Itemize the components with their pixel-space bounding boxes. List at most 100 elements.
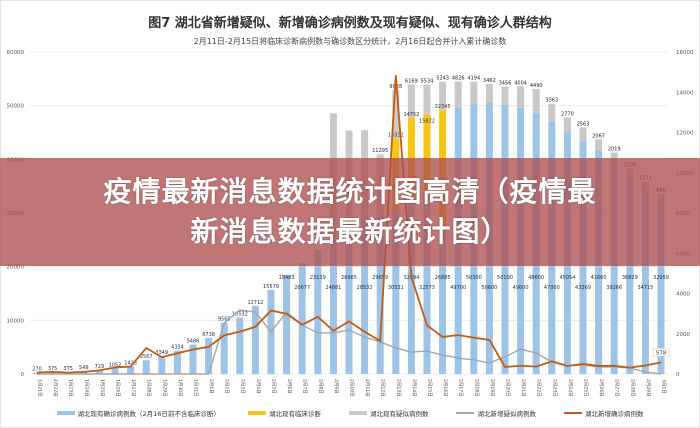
legend-item: 湖北新增疑似病例数 xyxy=(456,408,536,418)
data-label-confirmed: 49700 xyxy=(450,285,466,291)
data-label-suspected: 11295 xyxy=(372,148,388,154)
data-label-confirmed: 28532 xyxy=(357,285,373,291)
headline-banner: 疫情最新消息数据统计图高清（疫情最 新消息数据最新统计图） xyxy=(0,158,700,266)
data-label-confirmed: 23139 xyxy=(310,275,326,281)
bar-suspected xyxy=(563,117,571,133)
data-label-confirmed: 41660 xyxy=(591,275,607,281)
data-label-confirmed: 26965 xyxy=(341,275,357,281)
data-label-suspected: 2067 xyxy=(592,133,605,139)
legend-swatch xyxy=(56,411,75,415)
x-tick-label: 2月11日 xyxy=(364,379,370,397)
bar-confirmed xyxy=(189,344,197,374)
x-tick-label: 1月22日 xyxy=(52,379,58,397)
data-label-confirmed: 549 xyxy=(79,365,89,371)
bar-confirmed xyxy=(298,263,306,374)
x-tick-label: 2月4日 xyxy=(255,379,261,394)
bar-confirmed xyxy=(127,366,135,374)
bar-confirmed xyxy=(610,163,618,374)
data-label-confirmed: 3349 xyxy=(155,350,168,356)
legend-item: 湖北现有确诊病例数（2月16日前不含临床诊断） xyxy=(56,408,220,418)
x-tick-label: 2月19日 xyxy=(489,379,495,397)
banner-line-2: 新消息数据最新统计图） xyxy=(190,215,510,248)
data-label-suspected: 3462 xyxy=(483,78,496,84)
x-tick-label: 1月27日 xyxy=(130,379,136,397)
x-tick-label: 2月25日 xyxy=(583,379,589,397)
data-label-confirmed: 10532 xyxy=(232,311,248,317)
bar-confirmed xyxy=(329,240,337,374)
chart-subtitle: 2月11日-2月15日将临床诊断病例数与确诊数区分统计，2月16日起合并计入累计… xyxy=(193,37,507,46)
data-label-suspected: 2770 xyxy=(561,111,574,117)
data-label-confirmed: 375 xyxy=(48,366,58,372)
data-label-confirmed: 50100 xyxy=(497,275,513,281)
legend: 湖北现有确诊病例数（2月16日前不含临床诊断） 湖北现有临床诊断 湖北现有疑似病例数… xyxy=(0,408,700,418)
bar-confirmed xyxy=(439,229,447,374)
data-label-confirmed: 47000 xyxy=(544,285,560,291)
bar-confirmed xyxy=(283,274,291,374)
y-right-tick-label: 14000 xyxy=(676,90,694,96)
x-tick-label: 2月5日 xyxy=(271,379,277,394)
data-label-suspected: 4194 xyxy=(467,76,480,82)
bar-confirmed xyxy=(158,356,166,374)
bar-suspected xyxy=(548,103,556,122)
bar-clinical xyxy=(407,117,415,197)
legend-item: 湖北新增确诊病例数 xyxy=(563,408,644,418)
legend-item: 湖北现有临床诊断 xyxy=(247,408,321,418)
bar-confirmed xyxy=(49,371,57,374)
data-label-confirmed: 49600 xyxy=(513,285,529,291)
x-tick-label: 2月22日 xyxy=(536,379,542,397)
data-label-confirmed: 26885 xyxy=(435,275,451,281)
y-right-tick-label: 2000 xyxy=(676,332,690,338)
legend-label: 湖北现有确诊病例数（2月16日前不含临床诊断） xyxy=(77,410,220,418)
x-tick-label: 1月30日 xyxy=(177,379,183,397)
x-tick-label: 2月15日 xyxy=(427,379,433,397)
x-tick-label: 2月27日 xyxy=(614,379,620,397)
data-label-confirmed: 50300 xyxy=(466,275,482,281)
x-tick-label: 2月8日 xyxy=(317,379,323,394)
x-tick-label: 1月24日 xyxy=(83,379,89,397)
bar-suspected xyxy=(579,127,587,142)
data-label-clinical: 13332 xyxy=(388,133,404,139)
x-tick-label: 1月31日 xyxy=(193,379,199,397)
x-tick-label: 2月16日 xyxy=(442,379,448,397)
x-tick-label: 2月18日 xyxy=(473,379,479,397)
x-tick-label: 2月28日 xyxy=(629,379,635,397)
data-label-confirmed: 43369 xyxy=(575,285,591,291)
data-label-suspected: 4826 xyxy=(452,75,465,81)
y-right-tick-label: 0 xyxy=(676,372,680,378)
legend-swatch xyxy=(247,411,266,415)
data-label-confirmed: 48600 xyxy=(528,275,544,281)
y-left-tick-label: 10000 xyxy=(7,318,25,324)
data-label-suspected: 2563 xyxy=(577,121,590,127)
y-left-tick-label: 20000 xyxy=(7,265,25,271)
bar-suspected xyxy=(517,86,525,108)
bar-confirmed xyxy=(251,305,259,374)
bar-confirmed xyxy=(33,372,41,374)
x-tick-label: 2月20日 xyxy=(505,379,511,397)
legend-label: 湖北新增确诊病例数 xyxy=(584,410,644,418)
bar-confirmed xyxy=(205,337,213,374)
data-label-confirmed: 34715 xyxy=(637,285,653,291)
bar-confirmed xyxy=(220,322,228,374)
data-label-confirmed: 5486 xyxy=(187,339,200,345)
x-tick-label: 2月14日 xyxy=(411,379,417,397)
bar-suspected xyxy=(485,83,493,103)
x-tick-label: 2月7日 xyxy=(302,379,308,394)
bar-confirmed xyxy=(423,199,431,374)
data-label-confirmed: 9565 xyxy=(218,317,231,323)
data-label-new-confirmed: 578 xyxy=(656,350,667,356)
x-tick-label: 2月6日 xyxy=(286,379,292,394)
data-label-confirmed: 6738 xyxy=(202,332,215,338)
y-right-tick-label: 16000 xyxy=(676,50,694,56)
x-tick-label: 2月24日 xyxy=(567,379,573,397)
x-tick-label: 2月3日 xyxy=(239,379,245,394)
bar-suspected xyxy=(423,84,431,115)
bar-suspected xyxy=(610,152,618,164)
y-right-tick-label: 12000 xyxy=(676,131,694,137)
x-tick-label: 2月23日 xyxy=(551,379,557,397)
bar-confirmed xyxy=(111,368,119,374)
y-left-tick-label: 0 xyxy=(21,372,25,378)
data-label-confirmed: 12712 xyxy=(247,300,263,306)
legend-label: 湖北现有临床诊断 xyxy=(268,410,321,418)
bar-suspected xyxy=(407,84,415,118)
bar-confirmed xyxy=(407,196,415,374)
